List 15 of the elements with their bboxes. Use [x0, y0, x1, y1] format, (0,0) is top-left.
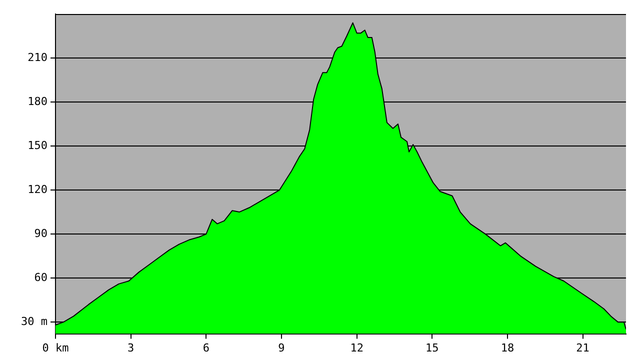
y-tick-label: 120 — [28, 182, 48, 196]
y-tick-label: 60 — [34, 270, 48, 284]
x-tick-label: 9 — [278, 341, 285, 354]
x-tick-label: 0 km — [42, 341, 70, 354]
x-tick-label: 15 — [426, 341, 439, 354]
x-tick-label: 12 — [350, 341, 364, 354]
x-tick-label: 3 — [128, 341, 134, 354]
x-tick-label: 18 — [500, 341, 514, 354]
y-tick-label: 180 — [28, 94, 48, 108]
y-tick-label: 90 — [34, 226, 48, 240]
y-tick-label: 30 m — [20, 314, 48, 328]
x-tick-label: 21 — [576, 341, 590, 354]
x-tick-label: 6 — [202, 341, 210, 354]
y-tick-label: 150 — [28, 138, 48, 152]
y-tick-label: 210 — [28, 50, 48, 64]
